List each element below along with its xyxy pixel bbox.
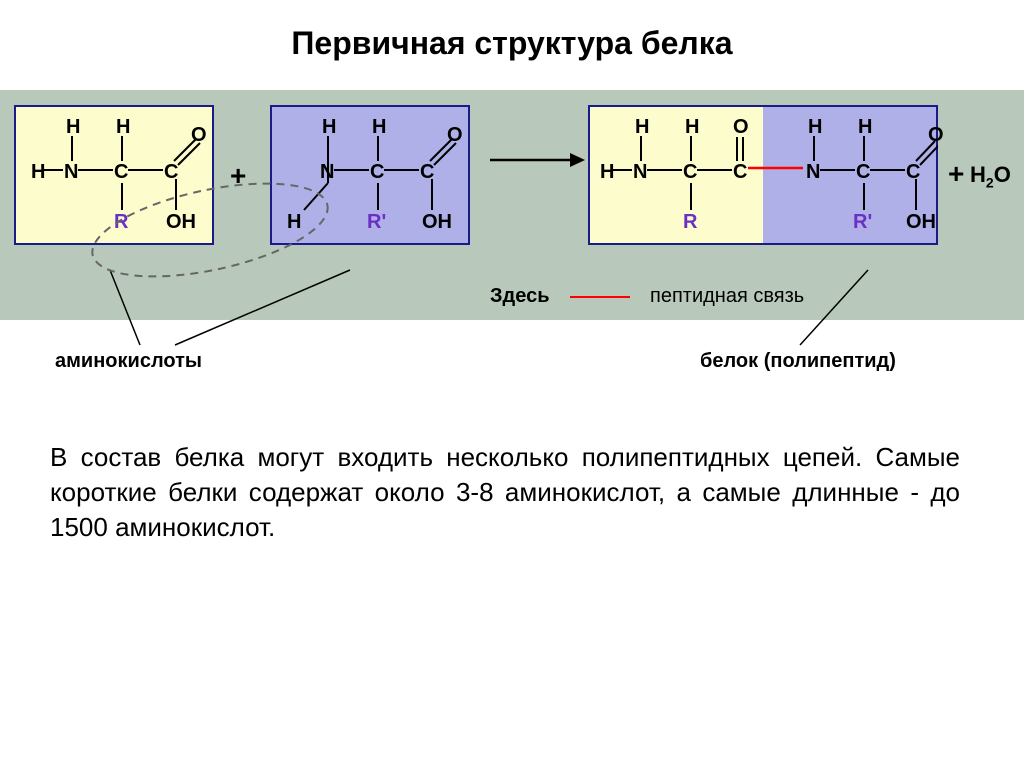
page-title: Первичная структура белка — [0, 0, 1024, 77]
plus-sign: + — [948, 158, 964, 190]
legend-label: Здесь — [490, 285, 550, 308]
molecule-box: HHHNCCOROH — [14, 105, 214, 245]
byproduct-h2o: H2O — [970, 162, 1011, 190]
caption-protein: белок (полипептид) — [700, 350, 896, 373]
molecule-box: HHNCCOHR'OH — [270, 105, 470, 245]
legend-text: пептидная связь — [650, 285, 804, 308]
body-paragraph: В состав белка могут входить несколько п… — [50, 440, 960, 545]
reaction-arrow — [480, 145, 600, 185]
legend-line — [570, 296, 630, 298]
peptide-bond-line — [588, 105, 938, 245]
plus-sign: + — [230, 160, 246, 192]
reaction-band: HHHNCCOROHHHNCCOHR'OH+HHHNCCORHHNCCOR'OH… — [0, 90, 1024, 320]
caption-amino-acids: аминокислоты — [55, 350, 202, 373]
